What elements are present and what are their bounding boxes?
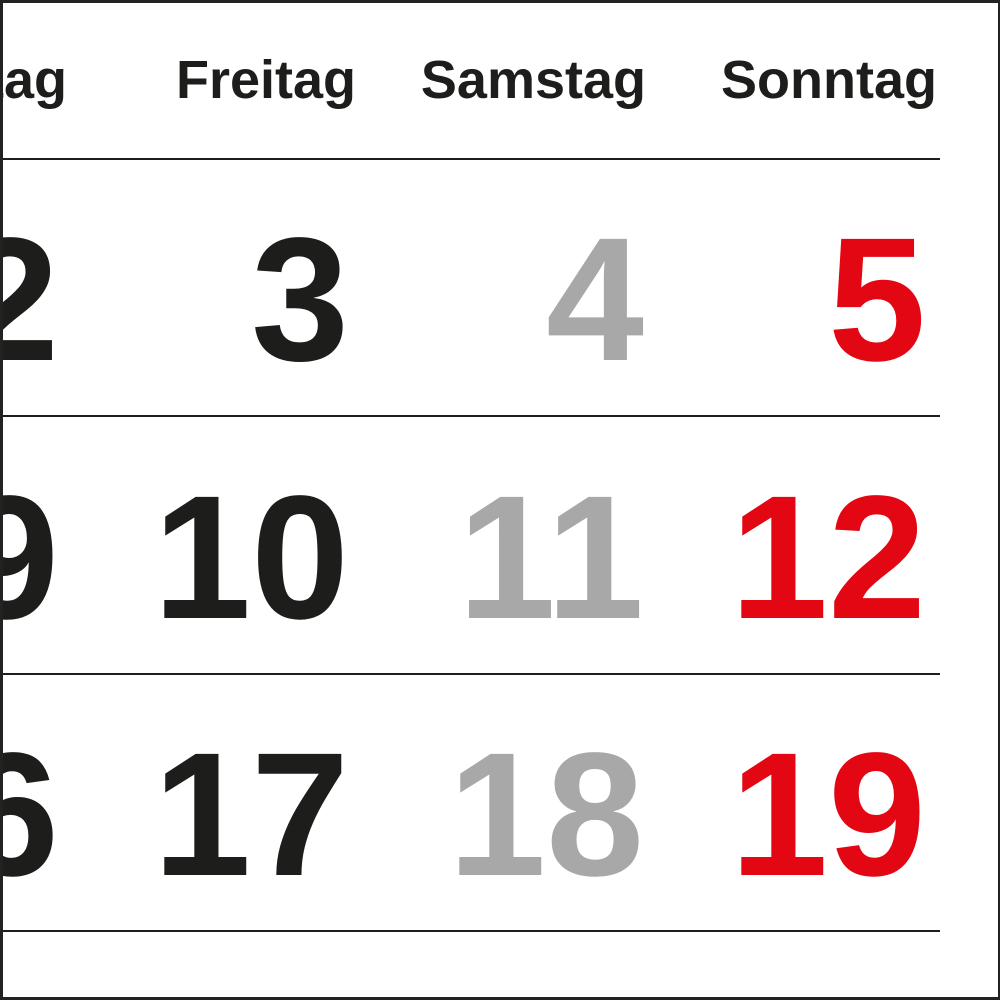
weekday-header-sunday: Sonntag <box>721 50 937 110</box>
day-number-saturday: 18 <box>448 717 644 913</box>
row-divider <box>3 158 940 160</box>
row-divider <box>3 415 940 417</box>
day-number-sunday: 5 <box>828 202 926 398</box>
day-number-friday: 10 <box>153 459 349 656</box>
day-number-sunday: 19 <box>730 717 926 913</box>
day-number-thursday: 9 <box>3 470 59 646</box>
weekday-header-thursday: Donnerstag <box>3 50 67 110</box>
day-number-saturday: 4 <box>546 202 644 398</box>
day-number-sunday: 12 <box>730 459 926 656</box>
day-number-saturday: 11 <box>457 459 644 656</box>
day-number-friday: 17 <box>153 717 349 913</box>
day-number-thursday: 16 <box>3 727 59 903</box>
weekday-header-friday: Freitag <box>175 50 356 110</box>
row-divider <box>3 930 940 932</box>
day-number-thursday: 2 <box>3 212 59 388</box>
row-divider <box>3 673 940 675</box>
weekday-header-saturday: Samstag <box>420 50 646 110</box>
day-number-friday: 3 <box>251 202 349 398</box>
